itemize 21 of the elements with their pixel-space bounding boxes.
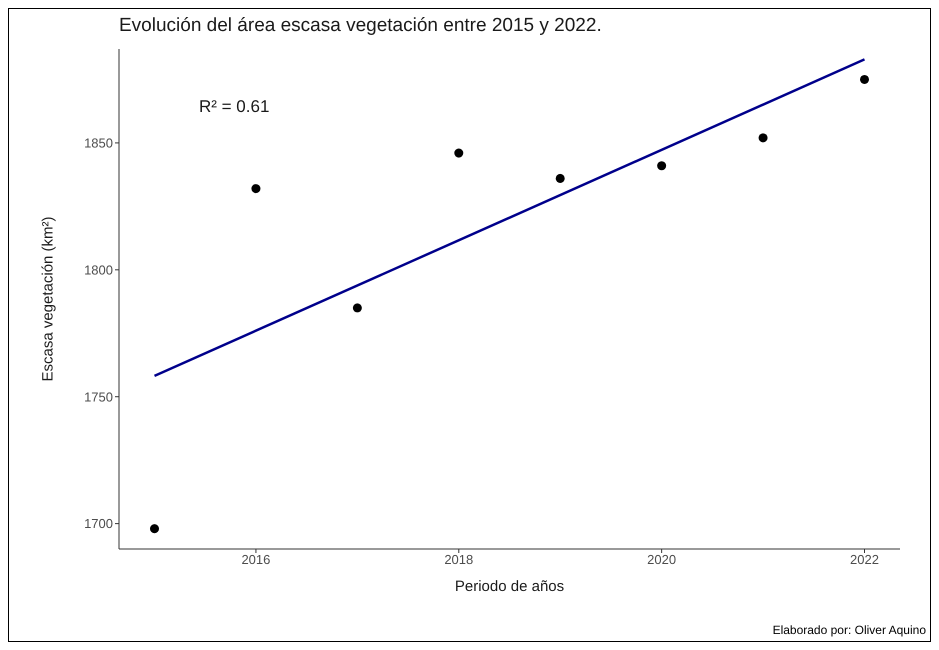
point [556, 174, 565, 183]
point [860, 74, 870, 84]
x-tick-label: 2022 [850, 552, 879, 568]
chart-title: Evolución del área escasa vegetación entre 2015 y 2022. [119, 15, 602, 37]
x-axis-title: Periodo de años [454, 578, 564, 595]
point [454, 148, 464, 158]
y-tick-label: 1850 [84, 136, 113, 151]
point [352, 303, 362, 312]
x-tick-label: 2020 [647, 552, 676, 568]
y-axis-title: Escasa vegetación (km²) [39, 216, 56, 382]
text: Elaborado por: Oliver Aquino [772, 623, 926, 637]
annotation: R² = 0.61 [199, 97, 270, 117]
x-tick-label: 2016 [241, 552, 270, 568]
y-tick-label: 1700 [84, 516, 113, 532]
y-tick-label: 1800 [84, 262, 113, 278]
y-tick-label: 1750 [84, 389, 113, 404]
point [657, 161, 666, 170]
x-tick-label: 2018 [444, 552, 474, 568]
point [758, 133, 768, 142]
point [150, 524, 160, 534]
point [251, 184, 260, 194]
